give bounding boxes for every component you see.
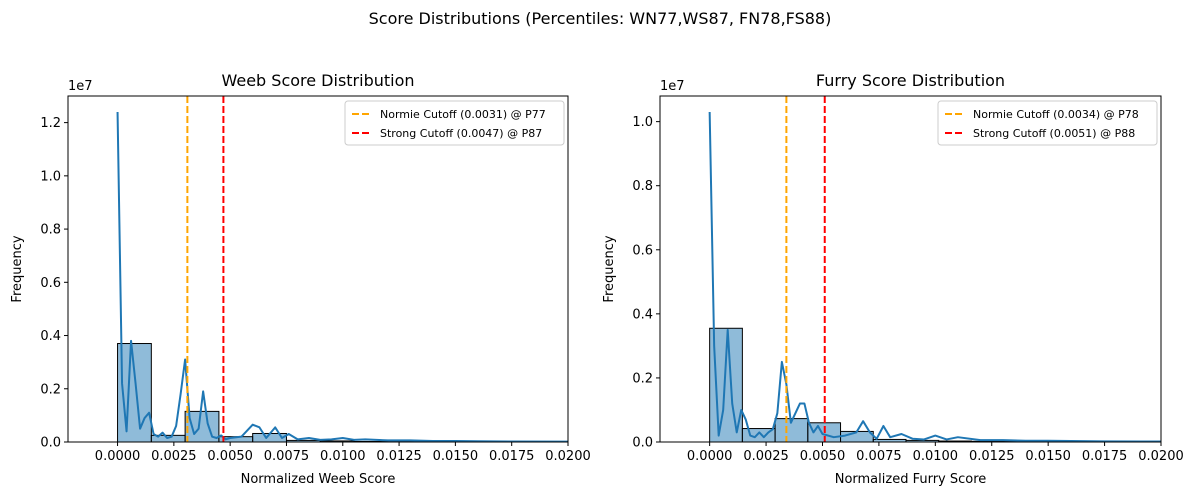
furry-y-tick-label: 0.6 <box>632 243 653 258</box>
furry-data-layer <box>708 96 1161 442</box>
weeb-legend-normie-label: Normie Cutoff (0.0031) @ P77 <box>380 108 546 121</box>
furry-x-tick-label: 0.0075 <box>856 449 902 464</box>
weeb-x-tick-label: 0.0000 <box>95 449 141 464</box>
furry-legend-strong-label: Strong Cutoff (0.0051) @ P88 <box>973 127 1135 140</box>
figure-suptitle: Score Distributions (Percentiles: WN77,W… <box>369 9 832 28</box>
weeb-x-axis-label: Normalized Weeb Score <box>241 472 396 487</box>
furry-legend-normie-label: Normie Cutoff (0.0034) @ P78 <box>973 108 1139 121</box>
furry-x-tick-label: 0.0200 <box>1138 449 1184 464</box>
weeb-x-tick-label: 0.0100 <box>320 449 366 464</box>
weeb-x-tick-label: 0.0175 <box>489 449 535 464</box>
weeb-y-tick-label: 1.2 <box>40 116 61 131</box>
weeb-y-axis-label: Frequency <box>10 235 25 302</box>
weeb-x-tick-label: 0.0075 <box>264 449 310 464</box>
weeb-x-tick-label: 0.0125 <box>376 449 422 464</box>
furry-legend: Normie Cutoff (0.0034) @ P78 Strong Cutof… <box>937 100 1158 146</box>
weeb-legend-strong-label: Strong Cutoff (0.0047) @ P87 <box>380 127 542 140</box>
furry-x-tick-label: 0.0150 <box>1025 449 1071 464</box>
weeb-x-tick-label: 0.0050 <box>207 449 253 464</box>
furry-y-tick-label: 0.0 <box>632 436 653 451</box>
furry-x-tick-label: 0.0125 <box>969 449 1015 464</box>
weeb-legend: Normie Cutoff (0.0031) @ P77 Strong Cutof… <box>344 100 565 146</box>
weeb-y-tick-label: 0.8 <box>40 223 61 238</box>
furry-y-axis-label: Frequency <box>602 235 617 302</box>
furry-y-tick-label: 0.2 <box>632 371 653 386</box>
furry-chart-title: Furry Score Distribution <box>816 71 1005 90</box>
weeb-x-tick-label: 0.0150 <box>433 449 479 464</box>
weeb-x-tick-label: 0.0025 <box>151 449 197 464</box>
furry-x-tick-label: 0.0100 <box>913 449 959 464</box>
weeb-y-tick-label: 0.4 <box>40 329 61 344</box>
furry-x-tick-label: 0.0175 <box>1082 449 1128 464</box>
furry-x-tick-label: 0.0050 <box>800 449 846 464</box>
weeb-y-offset-label: 1e7 <box>68 79 93 94</box>
furry-y-tick-label: 0.8 <box>632 179 653 194</box>
weeb-y-tick-label: 0.2 <box>40 382 61 397</box>
furry-x-axis-label: Normalized Furry Score <box>835 472 987 487</box>
furry-x-tick-label: 0.0025 <box>743 449 789 464</box>
weeb-score-chart: 0.0000 0.0025 0.0050 0.0075 0.0100 0.0125 0.01… <box>10 71 591 487</box>
weeb-y-tick-label: 0.0 <box>40 436 61 451</box>
weeb-y-tick-label: 1.0 <box>40 169 61 184</box>
furry-y-tick-label: 0.4 <box>632 307 653 322</box>
furry-y-tick-label: 1.0 <box>632 115 653 130</box>
furry-x-tick-label: 0.0000 <box>687 449 733 464</box>
weeb-y-tick-label: 0.6 <box>40 276 61 291</box>
weeb-x-tick-label: 0.0200 <box>545 449 591 464</box>
furry-y-offset-label: 1e7 <box>660 79 685 94</box>
weeb-legend-box <box>344 100 565 146</box>
furry-kde-line <box>708 112 1161 442</box>
furry-axes-frame <box>659 95 1162 443</box>
furry-legend-box <box>937 100 1158 146</box>
weeb-axes-frame <box>67 95 569 443</box>
furry-score-chart: 0.0000 0.0025 0.0050 0.0075 0.0100 0.0125 0.01… <box>602 71 1184 487</box>
weeb-kde-line <box>116 111 568 442</box>
weeb-chart-title: Weeb Score Distribution <box>221 71 414 90</box>
